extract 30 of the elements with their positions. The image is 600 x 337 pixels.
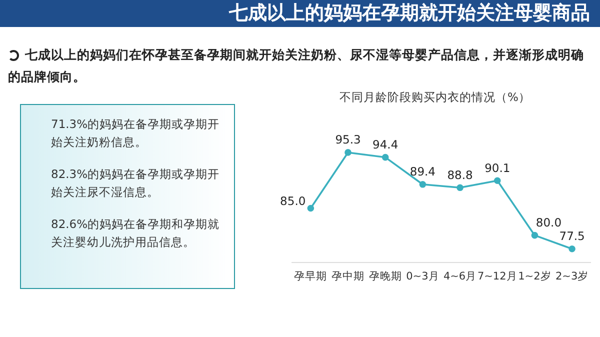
data-label: 80.0 xyxy=(536,216,562,230)
point xyxy=(531,232,538,239)
x-tick-label: 孕早期 xyxy=(294,270,328,282)
point xyxy=(344,149,352,156)
point xyxy=(307,204,314,212)
data-label: 77.5 xyxy=(559,229,585,244)
data-label: 94.4 xyxy=(372,138,398,152)
point xyxy=(382,154,389,161)
x-tick-label: 1~2岁 xyxy=(518,270,552,282)
text: 七成以上的妈妈在孕期就开始关注母婴商品 xyxy=(0,0,600,27)
text: 71.3%的妈妈在备孕期或孕期开始关注奶粉信息。 xyxy=(51,116,221,151)
point xyxy=(419,181,426,188)
point xyxy=(494,177,501,184)
point xyxy=(456,184,464,192)
text: 82.6%的妈妈在备孕期和孕期就关注婴幼儿洗护用品信息。 xyxy=(51,216,221,251)
x-tick-label: 4~6月 xyxy=(443,270,477,282)
x-tick-label: 0~3月 xyxy=(406,270,440,282)
x-tick-label: 2~3岁 xyxy=(555,270,589,282)
chart-title: 不同月龄阶段购买内衣的情况（%） xyxy=(338,90,532,105)
x-tick-label: 7~12月 xyxy=(477,270,518,282)
text: 七成以上的妈妈们在怀孕甚至备孕期间就开始关注奶粉、尿不湿等母婴产品信息，并逐渐形成明确的品牌倾向。 xyxy=(8,46,585,86)
text: 82.3%的妈妈在备孕期或孕期开始关注尿不湿信息。 xyxy=(51,166,221,201)
data-label: 95.3 xyxy=(335,132,361,147)
data-label: 85.0 xyxy=(280,194,306,208)
data-label: 89.4 xyxy=(410,164,436,179)
point xyxy=(568,245,576,252)
x-tick-label: 孕晚期 xyxy=(368,270,402,282)
data-label: 90.1 xyxy=(484,160,510,175)
x-tick-label: 孕中期 xyxy=(332,269,365,282)
data-label: 88.8 xyxy=(447,168,473,182)
